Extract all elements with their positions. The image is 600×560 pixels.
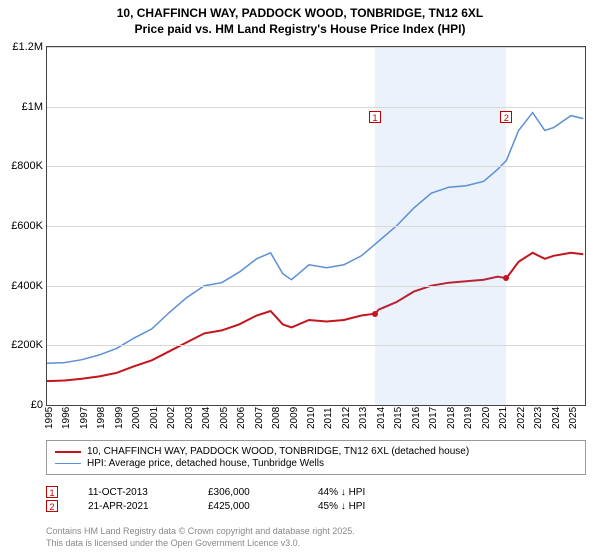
sale-dot-2 (503, 275, 509, 281)
x-tick-label: 2005 (219, 407, 230, 429)
x-tick-label: 2016 (411, 407, 422, 429)
sale-pct-2: 45% ↓ HPI (318, 501, 408, 512)
sale-date-1: 11-OCT-2013 (88, 487, 178, 498)
x-tick-label: 2024 (551, 407, 562, 429)
x-tick-label: 2018 (446, 407, 457, 429)
x-tick-label: 1998 (96, 407, 107, 429)
x-tick-label: 1996 (61, 407, 72, 429)
x-tick-label: 2025 (568, 407, 579, 429)
plot-area: £0£200K£400K£600K£800K£1M£1.2M1995199619… (46, 46, 586, 406)
legend-label-hpi: HPI: Average price, detached house, Tunb… (87, 458, 324, 469)
sales-table: 1 11-OCT-2013 £306,000 44% ↓ HPI 2 21-AP… (46, 484, 586, 514)
x-tick-label: 2002 (166, 407, 177, 429)
sale-price-1: £306,000 (208, 487, 288, 498)
y-tick-label: £1.2M (12, 41, 43, 53)
title-line-1: 10, CHAFFINCH WAY, PADDOCK WOOD, TONBRID… (0, 6, 600, 22)
x-tick-label: 2008 (271, 407, 282, 429)
sale-marker-1: 1 (46, 486, 58, 498)
sale-pct-1: 44% ↓ HPI (318, 487, 408, 498)
y-tick-label: £400K (11, 280, 43, 292)
gridline-h (47, 107, 585, 108)
x-axis-labels: 1995 1996 1997 1998 1999 2000 2001 2002 2003 2004… (47, 405, 585, 431)
x-tick-label: 2010 (306, 407, 317, 429)
sale-marker-box-1: 1 (369, 111, 381, 123)
x-tick-label: 2006 (236, 407, 247, 429)
legend-item-hpi: HPI: Average price, detached house, Tunb… (55, 458, 577, 469)
gridline-h (47, 166, 585, 167)
title-line-2: Price paid vs. HM Land Registry's House … (0, 22, 600, 38)
legend: 10, CHAFFINCH WAY, PADDOCK WOOD, TONBRID… (46, 440, 586, 475)
sales-row-1: 1 11-OCT-2013 £306,000 44% ↓ HPI (46, 486, 586, 498)
legend-swatch-price-paid (55, 451, 81, 453)
x-tick-label: 2015 (393, 407, 404, 429)
y-tick-label: £600K (11, 220, 43, 232)
x-tick-label: 2019 (463, 407, 474, 429)
gridline-h (47, 47, 585, 48)
x-tick-label: 2011 (323, 407, 334, 429)
y-tick-label: £1M (22, 101, 43, 113)
x-tick-label: 2017 (428, 407, 439, 429)
sale-dot-1 (372, 311, 378, 317)
sale-date-2: 21-APR-2021 (88, 501, 178, 512)
chart-title: 10, CHAFFINCH WAY, PADDOCK WOOD, TONBRID… (0, 0, 600, 37)
y-tick-label: £800K (11, 160, 43, 172)
legend-swatch-hpi (55, 463, 81, 464)
sale-price-2: £425,000 (208, 501, 288, 512)
footnote-line-1: Contains HM Land Registry data © Crown c… (46, 526, 355, 538)
footnote: Contains HM Land Registry data © Crown c… (46, 526, 355, 549)
y-tick-label: £200K (11, 339, 43, 351)
x-tick-label: 2023 (533, 407, 544, 429)
x-tick-label: 2007 (254, 407, 265, 429)
legend-label-price-paid: 10, CHAFFINCH WAY, PADDOCK WOOD, TONBRID… (87, 446, 469, 457)
x-tick-label: 2003 (184, 407, 195, 429)
x-tick-label: 1997 (79, 407, 90, 429)
x-tick-label: 1995 (44, 407, 55, 429)
gridline-h (47, 345, 585, 346)
x-tick-label: 2000 (131, 407, 142, 429)
sales-row-2: 2 21-APR-2021 £425,000 45% ↓ HPI (46, 500, 586, 512)
gridline-h (47, 226, 585, 227)
x-tick-label: 2012 (341, 407, 352, 429)
sale-marker-box-2: 2 (500, 111, 512, 123)
x-tick-label: 2014 (376, 407, 387, 429)
x-tick-label: 2004 (201, 407, 212, 429)
x-tick-label: 2021 (498, 407, 509, 429)
sale-marker-2: 2 (46, 500, 58, 512)
x-tick-label: 1999 (114, 407, 125, 429)
y-tick-label: £0 (31, 399, 43, 411)
gridline-h (47, 286, 585, 287)
x-tick-label: 2009 (289, 407, 300, 429)
x-tick-label: 2022 (516, 407, 527, 429)
legend-item-price-paid: 10, CHAFFINCH WAY, PADDOCK WOOD, TONBRID… (55, 446, 577, 457)
footnote-line-2: This data is licensed under the Open Gov… (46, 538, 355, 550)
x-tick-label: 2001 (149, 407, 160, 429)
chart-container: 10, CHAFFINCH WAY, PADDOCK WOOD, TONBRID… (0, 0, 600, 560)
x-tick-label: 2020 (481, 407, 492, 429)
x-tick-label: 2013 (358, 407, 369, 429)
